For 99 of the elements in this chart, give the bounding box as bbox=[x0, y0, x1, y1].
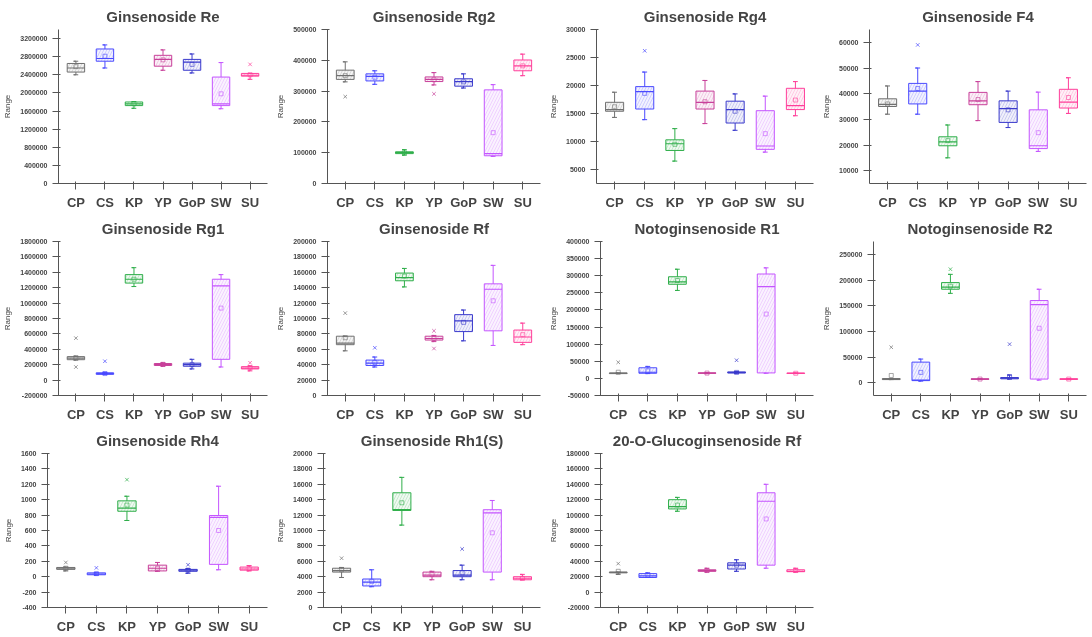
chart-title: Ginsenoside F4 bbox=[922, 7, 1035, 25]
y-axis-title: Range bbox=[822, 306, 832, 331]
x-tick-label: GoP bbox=[178, 406, 206, 422]
y-axis-title: Range bbox=[549, 94, 559, 119]
x-tick-label: YP bbox=[154, 194, 172, 210]
x-tick-label: SU bbox=[513, 618, 532, 634]
x-tick-label: GoP bbox=[450, 406, 478, 422]
x-tick-label: SU bbox=[786, 406, 805, 422]
x-tick-label: GoP bbox=[996, 406, 1024, 422]
chart-title: Notoginsenoside R1 bbox=[634, 219, 780, 237]
x-tick-label: YP bbox=[423, 618, 441, 634]
x-tick-label: CS bbox=[365, 194, 385, 210]
y-axis-title: Range bbox=[276, 518, 286, 543]
x-tick-label: KP bbox=[395, 406, 414, 422]
x-tick-label: GoP bbox=[178, 194, 206, 210]
chart-title: Ginsenoside Rg2 bbox=[372, 7, 496, 25]
x-tick-label: CS bbox=[95, 194, 115, 210]
x-tick-label: CP bbox=[882, 406, 901, 422]
x-tick-label: CS bbox=[95, 406, 115, 422]
chart-title: Ginsenoside Rf bbox=[378, 219, 491, 237]
x-tick-label: CP bbox=[56, 618, 76, 634]
x-tick-label: SU bbox=[513, 194, 532, 210]
x-tick-label: GoP bbox=[723, 406, 751, 422]
x-tick-label: SW bbox=[754, 194, 777, 210]
x-tick-label: CS bbox=[908, 194, 928, 210]
x-tick-label: CS bbox=[362, 618, 382, 634]
x-tick-label: KP bbox=[941, 406, 960, 422]
x-tick-label: CP bbox=[66, 406, 86, 422]
x-tick-label: CP bbox=[66, 194, 86, 210]
x-tick-label: SU bbox=[1059, 194, 1078, 210]
x-tick-label: SW bbox=[1027, 194, 1050, 210]
chart-title: Ginsenoside Rh1(S) bbox=[360, 431, 504, 449]
x-tick-label: SW bbox=[210, 194, 233, 210]
x-tick-label: YP bbox=[971, 406, 989, 422]
x-tick-label: SU bbox=[240, 618, 259, 634]
y-axis-title: Range bbox=[549, 306, 559, 331]
x-tick-label: SU bbox=[241, 406, 260, 422]
x-tick-label: SW bbox=[210, 406, 233, 422]
y-axis-title: Range bbox=[276, 94, 286, 119]
x-tick-label: KP bbox=[117, 618, 137, 634]
x-tick-label: CS bbox=[911, 406, 931, 422]
chart-title: Ginsenoside Rg4 bbox=[643, 7, 767, 25]
x-tick-label: SU bbox=[786, 194, 805, 210]
y-axis-title: Range bbox=[3, 306, 13, 331]
x-tick-label: GoP bbox=[174, 618, 202, 634]
x-tick-label: GoP bbox=[994, 194, 1022, 210]
chart-title: Ginsenoside Re bbox=[106, 7, 220, 25]
x-tick-label: GoP bbox=[448, 618, 476, 634]
x-tick-label: KP bbox=[124, 194, 144, 210]
x-tick-label: YP bbox=[696, 194, 714, 210]
chart-title: Ginsenoside Rg1 bbox=[101, 219, 225, 237]
x-tick-label: CS bbox=[365, 406, 385, 422]
x-tick-label: SW bbox=[208, 618, 230, 634]
x-tick-label: CP bbox=[332, 618, 351, 634]
x-tick-label: SW bbox=[482, 194, 505, 210]
x-tick-label: KP bbox=[665, 194, 685, 210]
chart-title: 20-O-Glucoginsenoside Rf bbox=[612, 431, 803, 449]
x-tick-label: GoP bbox=[450, 194, 478, 210]
x-tick-label: CP bbox=[878, 194, 897, 210]
x-tick-label: GoP bbox=[723, 618, 751, 634]
x-tick-label: CP bbox=[605, 194, 624, 210]
x-tick-label: CS bbox=[635, 194, 655, 210]
x-tick-label: SU bbox=[241, 194, 260, 210]
x-tick-label: YP bbox=[148, 618, 167, 634]
x-tick-label: YP bbox=[425, 406, 443, 422]
x-tick-label: KP bbox=[938, 194, 958, 210]
y-axis-title: Range bbox=[549, 518, 559, 543]
x-tick-label: CS bbox=[87, 618, 106, 634]
x-tick-label: CP bbox=[609, 406, 628, 422]
x-tick-label: YP bbox=[698, 406, 716, 422]
x-tick-label: KP bbox=[668, 406, 687, 422]
y-axis-title: Range bbox=[3, 94, 13, 119]
x-tick-label: SW bbox=[482, 406, 505, 422]
y-axis-title: Range bbox=[822, 94, 832, 119]
y-axis-title: Range bbox=[276, 306, 286, 331]
x-tick-label: KP bbox=[668, 618, 687, 634]
x-tick-label: CP bbox=[336, 406, 355, 422]
x-tick-label: SW bbox=[481, 618, 504, 634]
x-tick-label: YP bbox=[154, 406, 172, 422]
x-tick-label: CS bbox=[638, 618, 658, 634]
x-tick-label: YP bbox=[969, 194, 987, 210]
x-tick-label: YP bbox=[698, 618, 716, 634]
x-tick-label: KP bbox=[124, 406, 144, 422]
x-tick-label: SU bbox=[1059, 406, 1078, 422]
x-tick-label: SW bbox=[1028, 406, 1051, 422]
x-tick-label: SU bbox=[786, 618, 805, 634]
x-tick-label: KP bbox=[392, 618, 412, 634]
x-tick-label: SW bbox=[755, 406, 778, 422]
x-tick-label: CP bbox=[609, 618, 628, 634]
x-tick-label: SW bbox=[755, 618, 778, 634]
x-tick-label: CP bbox=[336, 194, 355, 210]
x-tick-label: GoP bbox=[721, 194, 749, 210]
chart-title: Notoginsenoside R2 bbox=[907, 219, 1053, 237]
x-tick-label: KP bbox=[395, 194, 414, 210]
chart-title: Ginsenoside Rh4 bbox=[96, 431, 220, 449]
x-tick-label: SU bbox=[513, 406, 532, 422]
y-axis-title: Range bbox=[3, 518, 13, 543]
x-tick-label: CS bbox=[638, 406, 658, 422]
x-tick-label: YP bbox=[425, 194, 443, 210]
